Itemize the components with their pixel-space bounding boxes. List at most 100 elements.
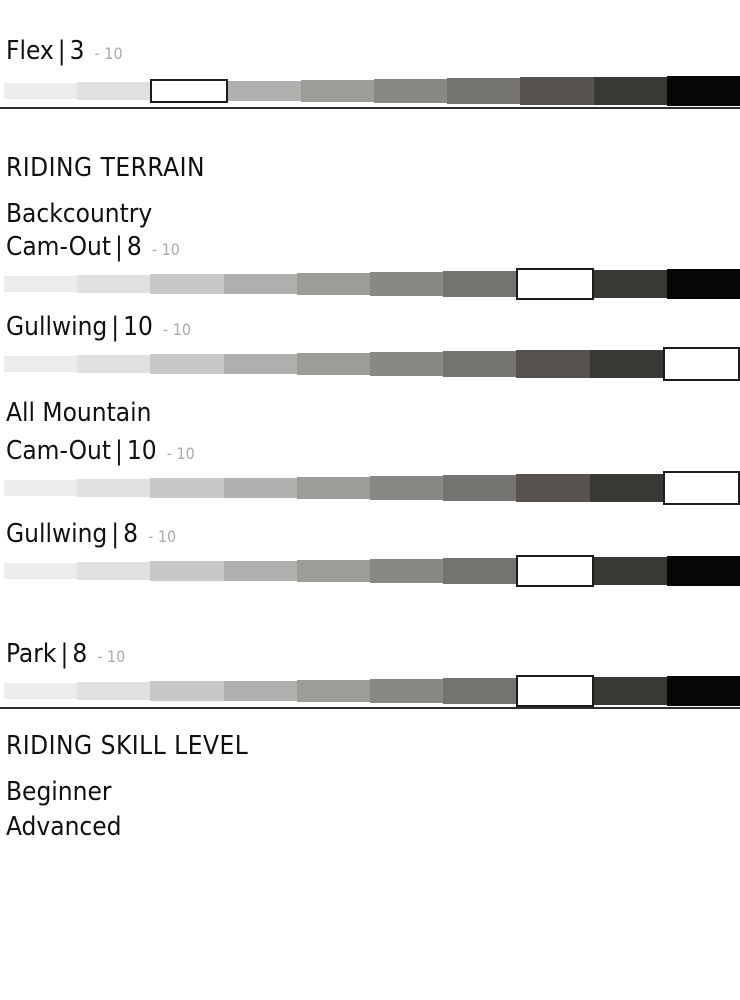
bar-segment [443, 678, 517, 704]
bar-segment [296, 352, 371, 376]
bar-segment [370, 272, 444, 296]
pipe-separator: | [111, 519, 120, 549]
bar-segment [296, 559, 371, 583]
bar-segment [4, 480, 78, 496]
rating-bar [4, 675, 740, 707]
pipe-separator: | [57, 36, 66, 66]
rating-bar [4, 470, 740, 506]
bar-segment [593, 76, 667, 106]
bar-segment-selected [516, 268, 594, 300]
flex-metric-label: Flex | 3 - 10 [0, 36, 740, 69]
metric-max-suffix: - 10 [148, 527, 177, 546]
bar-segment [666, 268, 740, 300]
bar-segment [4, 356, 78, 372]
skill-level-advanced: Advanced [6, 812, 122, 842]
rating-bar [4, 346, 740, 382]
bar-segment [227, 80, 301, 102]
bar-segment [443, 475, 517, 501]
skill-level-list: Beginner Advanced [0, 775, 740, 845]
bar-segment [370, 559, 444, 583]
park-label: Park | 8 - 10 [0, 639, 740, 672]
bar-segment [666, 675, 740, 707]
bar-segment [4, 683, 78, 699]
bar-segment [447, 78, 521, 104]
metric-name: Cam-Out [6, 436, 112, 466]
bar-segment [296, 476, 371, 500]
bar-segment [77, 682, 151, 700]
bar-segment [443, 558, 517, 584]
metric-max-suffix: - 10 [166, 444, 195, 463]
metric-value: 10 [123, 312, 153, 342]
bar-segment [77, 479, 151, 497]
metric-max-suffix: - 10 [151, 240, 180, 259]
bar-segment [593, 556, 667, 586]
bar-segment [374, 79, 448, 103]
pipe-separator: | [111, 312, 120, 342]
group-heading-all-mountain: All Mountain [6, 398, 152, 428]
bar-segment [223, 353, 297, 375]
bar-segment [296, 272, 371, 296]
pipe-separator: | [115, 436, 123, 466]
bar-segment [4, 83, 78, 99]
metric-name: Park [6, 639, 57, 669]
riding-skill-level-title: RIDING SKILL LEVEL [6, 731, 249, 761]
bar-segment [4, 563, 78, 579]
bar-segment [589, 473, 663, 503]
bar-segment-selected [150, 79, 228, 103]
rating-bar [4, 268, 740, 300]
bar-segment [370, 476, 444, 500]
metric-name: Gullwing [6, 519, 108, 549]
bar-segment [370, 679, 444, 703]
bar-segment [150, 354, 224, 374]
pipe-separator: | [115, 232, 123, 262]
bar-segment [666, 555, 740, 587]
bar-segment [77, 355, 151, 373]
bar-segment [296, 679, 371, 703]
bar-segment-selected [662, 346, 740, 382]
bar-segment [77, 275, 151, 293]
metric-name: Cam-Out [6, 232, 112, 262]
bar-segment [223, 273, 297, 295]
bar-segment [223, 680, 297, 702]
bar-segment [150, 681, 224, 701]
bar-segment [666, 75, 740, 107]
bar-segment [223, 477, 297, 499]
bar-segment [370, 352, 444, 376]
bar-segment [516, 350, 590, 378]
bar-segment [443, 271, 517, 297]
skill-level-beginner: Beginner [6, 777, 112, 807]
metric-value: 8 [72, 639, 88, 669]
gullwing-backcountry-label: Gullwing | 10 - 10 [0, 312, 740, 345]
bar-segment-selected [516, 555, 594, 587]
pipe-separator: | [60, 639, 69, 669]
metric-value: 3 [69, 36, 85, 66]
spec-panel: Flex | 3- 10 RIDING TERRAIN Backcountry Ca… [0, 36, 740, 845]
bar-segment [443, 351, 517, 377]
rating-bar [4, 75, 740, 107]
bar-segment [77, 82, 151, 100]
bar-segment-selected [516, 675, 594, 707]
bar-segment [520, 77, 594, 105]
riding-terrain-title: RIDING TERRAIN [6, 153, 205, 183]
bar-segment [516, 474, 590, 502]
metric-value: 8 [123, 519, 139, 549]
bar-segment [300, 79, 375, 103]
rating-bar [4, 555, 740, 587]
metric-value: 10 [126, 436, 157, 466]
metric-name: Gullwing [6, 312, 108, 342]
bar-segment [589, 349, 663, 379]
divider [0, 107, 740, 109]
bar-segment [223, 560, 297, 582]
bar-segment [4, 276, 78, 292]
bar-segment [593, 676, 667, 706]
metric-name: Flex [6, 36, 54, 66]
bar-segment [593, 269, 667, 299]
metric-max-suffix: - 10 [97, 647, 126, 666]
bar-segment [77, 562, 151, 580]
bar-segment [150, 478, 224, 498]
divider [0, 707, 740, 709]
gullwing-allmountain-label: Gullwing | 8 - 10 [0, 519, 740, 552]
camout-backcountry-label: Cam-Out | 8 - 10 [0, 232, 740, 265]
metric-max-suffix: - 10 [94, 44, 123, 63]
metric-value: 8 [126, 232, 142, 262]
